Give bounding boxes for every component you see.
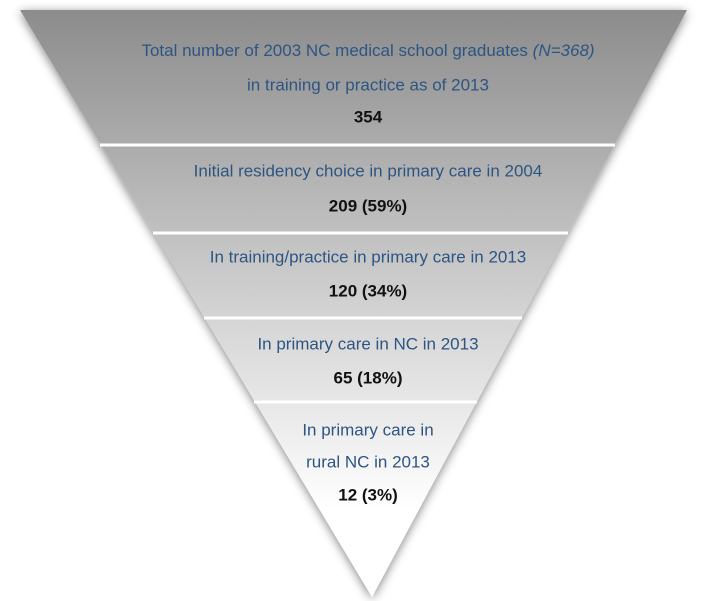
stage-label-line: rural NC in 2013 (306, 452, 430, 471)
stage-value: 120 (34%) (329, 281, 407, 300)
stage-label-line: Total number of 2003 NC medical school g… (141, 41, 528, 60)
funnel-shape (20, 10, 687, 597)
stage-label: Total number of 2003 NC medical school g… (141, 41, 594, 60)
stage-label-line: in training or practice as of 2013 (247, 75, 489, 94)
stage-note: (N=368) (533, 41, 595, 60)
dividers (100, 143, 615, 404)
stage-label-line: Initial residency choice in primary care… (194, 161, 543, 180)
stage-value: 12 (3%) (338, 485, 398, 504)
stage-label-line: In training/practice in primary care in … (210, 247, 527, 266)
stage-label-line: In primary care in (302, 420, 433, 439)
stage-label-line: In primary care in NC in 2013 (257, 334, 478, 353)
stage-value: 354 (354, 107, 383, 126)
stage-value: 65 (18%) (334, 368, 403, 387)
stage-value: 209 (59%) (329, 196, 407, 215)
